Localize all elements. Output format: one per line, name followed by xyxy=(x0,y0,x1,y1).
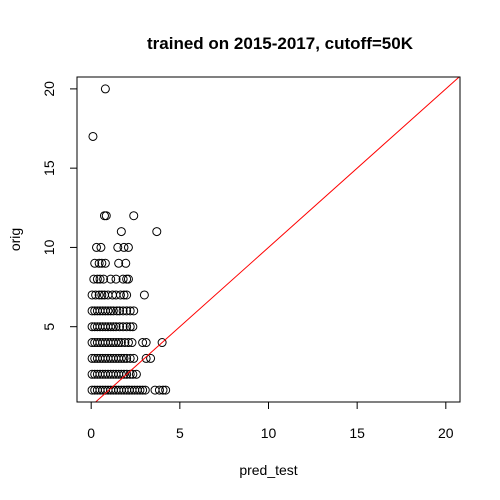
data-point xyxy=(135,385,145,395)
data-point xyxy=(128,322,138,332)
y-axis: 5 10 15 20 xyxy=(41,81,78,331)
data-point xyxy=(118,322,128,332)
data-point xyxy=(119,242,129,252)
data-point xyxy=(113,242,123,252)
data-point xyxy=(116,338,126,348)
data-point xyxy=(122,322,132,332)
data-point xyxy=(138,338,148,348)
data-point xyxy=(106,274,116,284)
data-point xyxy=(120,338,130,348)
data-point xyxy=(101,211,111,221)
data-point xyxy=(119,353,129,363)
data-point xyxy=(146,353,156,363)
data-point xyxy=(116,227,126,237)
data-point xyxy=(92,274,102,284)
data-point xyxy=(106,322,116,332)
data-point xyxy=(119,290,129,300)
data-point xyxy=(94,290,104,300)
data-point xyxy=(114,338,124,348)
data-point xyxy=(90,258,100,268)
points-layer xyxy=(87,84,171,395)
data-point xyxy=(161,385,171,395)
data-point xyxy=(94,258,104,268)
x-tick-label: 10 xyxy=(261,425,277,441)
y-tick-label: 10 xyxy=(41,239,57,255)
data-point xyxy=(103,306,113,316)
x-tick-label: 15 xyxy=(349,425,365,441)
data-point xyxy=(122,290,132,300)
data-point xyxy=(118,274,128,284)
data-point xyxy=(121,258,131,268)
data-point xyxy=(99,274,109,284)
data-point xyxy=(88,131,98,141)
data-point xyxy=(129,211,139,221)
data-point xyxy=(112,306,122,316)
data-point xyxy=(123,242,133,252)
data-point xyxy=(99,211,109,221)
y-tick-label: 20 xyxy=(41,81,57,97)
data-point xyxy=(125,306,135,316)
plot-frame xyxy=(76,76,461,403)
data-point xyxy=(140,385,150,395)
data-point xyxy=(116,353,126,363)
data-point xyxy=(115,306,125,316)
data-point xyxy=(116,369,126,379)
data-point xyxy=(118,306,128,316)
data-point xyxy=(100,258,110,268)
data-point xyxy=(128,369,138,379)
data-point xyxy=(95,274,105,284)
data-point xyxy=(123,338,133,348)
y-tick-label: 15 xyxy=(41,160,57,176)
data-point xyxy=(111,338,121,348)
y-axis-label: orig xyxy=(7,228,23,251)
data-point xyxy=(125,353,135,363)
chart-title: trained on 2015-2017, cutoff=50K xyxy=(147,34,414,53)
data-point xyxy=(157,338,167,348)
data-point xyxy=(108,322,118,332)
data-point xyxy=(141,338,151,348)
data-point xyxy=(111,274,121,284)
data-point xyxy=(100,84,110,94)
x-tick-label: 5 xyxy=(176,425,184,441)
data-point xyxy=(131,369,141,379)
data-point xyxy=(115,322,125,332)
data-point xyxy=(119,369,129,379)
data-point xyxy=(115,290,125,300)
x-axis: 0 5 10 15 20 xyxy=(87,401,454,441)
data-point xyxy=(138,385,148,395)
data-point xyxy=(123,274,133,284)
reference-line xyxy=(95,76,460,403)
data-point xyxy=(122,369,132,379)
data-point xyxy=(89,274,99,284)
data-point xyxy=(152,227,162,237)
reference-line-layer xyxy=(95,76,460,403)
data-point xyxy=(154,385,164,395)
data-point xyxy=(108,306,118,316)
x-tick-label: 0 xyxy=(87,425,95,441)
x-tick-label: 20 xyxy=(438,425,454,441)
data-point xyxy=(122,306,132,316)
data-point xyxy=(158,385,168,395)
data-point xyxy=(114,258,124,268)
data-point xyxy=(122,353,132,363)
data-point xyxy=(97,258,107,268)
data-point xyxy=(91,290,101,300)
data-point xyxy=(87,290,97,300)
x-axis-label: pred_test xyxy=(239,462,297,478)
data-point xyxy=(129,353,139,363)
data-point xyxy=(129,306,139,316)
data-point xyxy=(92,242,101,252)
data-point xyxy=(127,338,137,348)
data-point xyxy=(141,353,151,363)
data-point xyxy=(96,242,106,252)
y-tick-label: 5 xyxy=(41,323,57,331)
data-point xyxy=(125,322,135,332)
data-point xyxy=(97,290,107,300)
data-point xyxy=(139,290,149,300)
data-point xyxy=(111,322,121,332)
data-point xyxy=(106,306,116,316)
